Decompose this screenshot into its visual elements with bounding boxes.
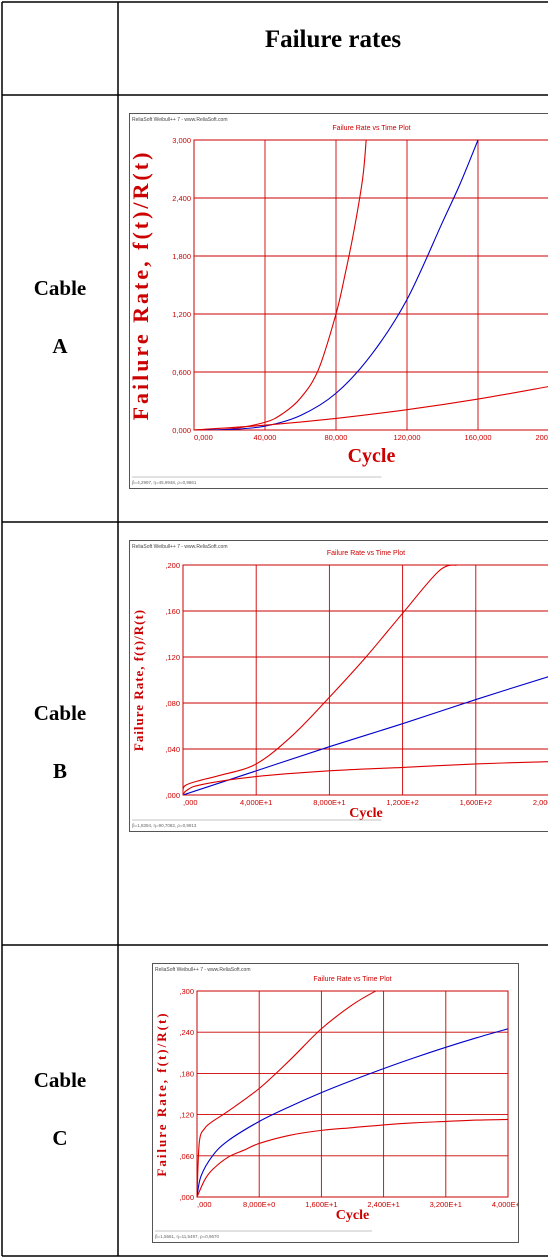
- plot-area-border: [196, 990, 509, 1198]
- row-label-1-cable: Cable: [33, 276, 87, 300]
- column-header-failure-rates: Failure rates: [264, 26, 402, 53]
- row-label-1-letter: A: [52, 334, 68, 358]
- plot-area-border: [193, 139, 548, 431]
- x-tick-label: 1,600E+1: [305, 1200, 337, 1209]
- x-tick-label: 8,000E+1: [313, 798, 345, 807]
- y-tick-label: 1,200: [172, 310, 191, 319]
- series-line-2-blue: [197, 1028, 508, 1197]
- series-line-1-red: [183, 565, 458, 795]
- y-tick-label: 3,000: [172, 136, 191, 145]
- x-tick-label: 160,000: [464, 433, 491, 442]
- y-tick-label: ,180: [179, 1069, 194, 1078]
- footer-parameters: β=1,8394, η=90,7082, ρ=0,9913: [132, 823, 197, 828]
- y-tick-label: ,240: [179, 1028, 194, 1037]
- row-label-3-cable: Cable: [33, 1068, 87, 1092]
- y-tick-label: ,080: [165, 699, 180, 708]
- x-tick-label: 0,000: [194, 433, 213, 442]
- series-line-2-blue: [183, 676, 548, 795]
- x-axis-label: Cycle: [349, 806, 382, 821]
- chart-title: Failure Rate vs Time Plot: [313, 976, 391, 983]
- y-tick-label: ,040: [165, 745, 180, 754]
- chart-title: Failure Rate vs Time Plot: [327, 550, 405, 557]
- series-line-3-red: [197, 1118, 508, 1197]
- x-tick-label: 2,000E+2: [533, 798, 548, 807]
- x-tick-label: 40,000: [254, 433, 277, 442]
- plot-area-border: [182, 564, 548, 796]
- software-note: ReliaSoft Weibull++ 7 - www.ReliaSoft.co…: [132, 117, 228, 123]
- chart-title: Failure Rate vs Time Plot: [332, 125, 410, 132]
- y-tick-label: ,120: [165, 653, 180, 662]
- x-tick-label: 120,000: [393, 433, 420, 442]
- x-tick-label: 3,200E+1: [430, 1200, 462, 1209]
- y-tick-label: ,000: [179, 1193, 194, 1202]
- x-tick-label: 80,000: [325, 433, 348, 442]
- x-tick-label: 1,600E+2: [460, 798, 492, 807]
- y-tick-label: ,060: [179, 1152, 194, 1161]
- failure-rate-chart-3: ReliaSoft Weibull++ 7 - www.ReliaSoft.co…: [152, 963, 519, 1243]
- y-tick-label: 2,400: [172, 194, 191, 203]
- y-tick-label: 0,000: [172, 426, 191, 435]
- row-label-2-cable: Cable: [33, 701, 87, 725]
- row-label-2-letter: B: [52, 759, 67, 783]
- row-label-3-letter: C: [52, 1126, 68, 1150]
- failure-rate-chart-2: ReliaSoft Weibull++ 7 - www.ReliaSoft.co…: [129, 540, 548, 832]
- series-line-3-red: [183, 761, 548, 795]
- failure-rate-chart-1: ReliaSoft Weibull++ 7 - www.ReliaSoft.co…: [129, 113, 548, 489]
- series-line-1-red: [194, 140, 367, 430]
- y-tick-label: ,000: [165, 791, 180, 800]
- footer-parameters: β=1,5661, η=11,5497, ρ=0,9670: [155, 1234, 219, 1239]
- y-tick-label: ,160: [165, 607, 180, 616]
- x-tick-label: 1,200E+2: [386, 798, 418, 807]
- footer-parameters: β=4,2997, η=45,9948, ρ=0,9861: [132, 480, 197, 485]
- series-line-1-red: [197, 991, 378, 1197]
- software-note: ReliaSoft Weibull++ 7 - www.ReliaSoft.co…: [132, 544, 228, 550]
- y-tick-label: 0,600: [172, 368, 191, 377]
- y-tick-label: ,300: [179, 987, 194, 996]
- x-tick-label: 4,000E+1: [492, 1200, 518, 1209]
- series-line-3-red: [194, 386, 548, 430]
- series-line-2-blue: [194, 140, 479, 430]
- x-tick-label: 2,400E+1: [367, 1200, 399, 1209]
- x-tick-label: ,000: [183, 798, 198, 807]
- x-tick-label: 200,000: [535, 433, 548, 442]
- y-axis-label: Failure Rate, f(t)/R(t): [130, 150, 153, 421]
- y-axis-label: Failure Rate, f(t)/R(t): [131, 609, 146, 751]
- x-tick-label: ,000: [197, 1200, 212, 1209]
- software-note: ReliaSoft Weibull++ 7 - www.ReliaSoft.co…: [155, 967, 251, 973]
- x-tick-label: 8,000E+0: [243, 1200, 275, 1209]
- y-tick-label: ,120: [179, 1111, 194, 1120]
- y-tick-label: ,200: [165, 561, 180, 570]
- y-tick-label: 1,800: [172, 252, 191, 261]
- x-axis-label: Cycle: [336, 1208, 369, 1223]
- x-axis-label: Cycle: [348, 445, 396, 467]
- y-axis-label: Failure Rate, f(t)/R(t): [154, 1011, 169, 1176]
- x-tick-label: 4,000E+1: [240, 798, 272, 807]
